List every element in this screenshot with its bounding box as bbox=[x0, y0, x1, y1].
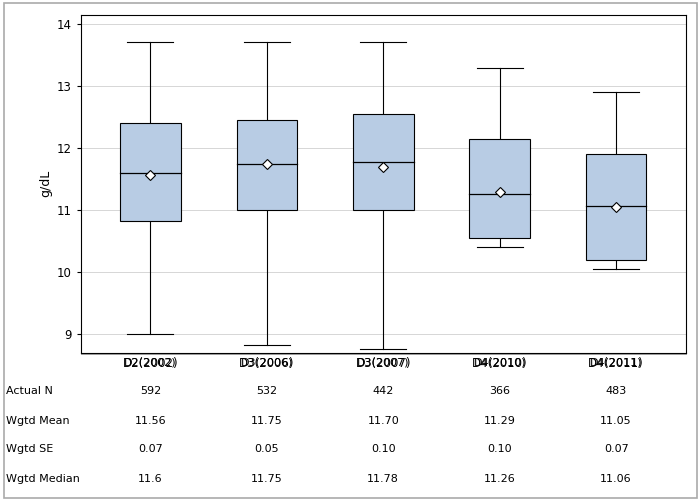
Bar bbox=[586, 154, 646, 260]
Text: 11.26: 11.26 bbox=[484, 474, 516, 484]
Text: 442: 442 bbox=[372, 386, 394, 396]
Text: Wgtd Mean: Wgtd Mean bbox=[6, 416, 69, 426]
Text: D4(2010): D4(2010) bbox=[473, 358, 526, 368]
Text: 0.10: 0.10 bbox=[371, 444, 395, 454]
Text: 11.56: 11.56 bbox=[134, 416, 166, 426]
Text: 0.05: 0.05 bbox=[255, 444, 279, 454]
Text: D4(2011): D4(2011) bbox=[590, 358, 643, 368]
Text: 0.07: 0.07 bbox=[604, 444, 629, 454]
Y-axis label: g/dL: g/dL bbox=[39, 170, 52, 198]
Text: 11.70: 11.70 bbox=[368, 416, 399, 426]
Text: 11.75: 11.75 bbox=[251, 474, 283, 484]
Text: Actual N: Actual N bbox=[6, 386, 53, 396]
Text: 11.75: 11.75 bbox=[251, 416, 283, 426]
Text: 592: 592 bbox=[140, 386, 161, 396]
Text: 483: 483 bbox=[606, 386, 626, 396]
Text: D3(2007): D3(2007) bbox=[357, 358, 410, 368]
Text: 11.78: 11.78 bbox=[368, 474, 399, 484]
Text: 11.6: 11.6 bbox=[138, 474, 162, 484]
Bar bbox=[470, 139, 530, 238]
Text: D2(2002): D2(2002) bbox=[124, 358, 176, 368]
Bar bbox=[237, 120, 297, 210]
Bar bbox=[120, 124, 181, 221]
Text: Wgtd Median: Wgtd Median bbox=[6, 474, 80, 484]
Text: 532: 532 bbox=[256, 386, 277, 396]
Text: 0.07: 0.07 bbox=[138, 444, 162, 454]
Text: 11.29: 11.29 bbox=[484, 416, 516, 426]
Text: D3(2006): D3(2006) bbox=[241, 358, 293, 368]
Text: 0.10: 0.10 bbox=[487, 444, 512, 454]
Text: 366: 366 bbox=[489, 386, 510, 396]
Text: 11.05: 11.05 bbox=[601, 416, 632, 426]
Bar bbox=[353, 114, 414, 210]
Text: Wgtd SE: Wgtd SE bbox=[6, 444, 53, 454]
Text: 11.06: 11.06 bbox=[601, 474, 632, 484]
